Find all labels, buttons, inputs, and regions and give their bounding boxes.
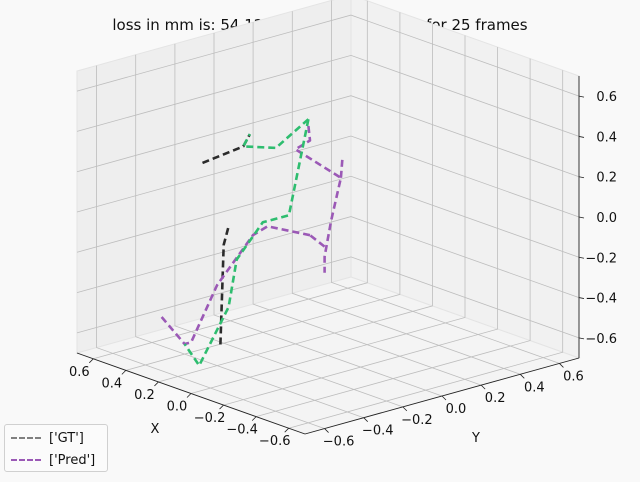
x-tick-label: 0.0 <box>167 400 188 415</box>
series-segment <box>309 234 326 248</box>
y-axis-label: Y <box>471 431 480 446</box>
y-tick-label: 0.2 <box>485 391 506 406</box>
axes-ticks: −0.6−0.4−0.20.00.20.40.6−0.6−0.4−0.20.00… <box>69 76 617 450</box>
x-tick-mark <box>284 427 289 433</box>
series-2 <box>183 118 310 367</box>
grid-line-x <box>223 47 499 406</box>
x-tick-label: −0.4 <box>226 423 258 438</box>
legend-label-gt: ['GT'] <box>49 430 84 446</box>
y-tick-mark <box>441 395 447 401</box>
grid-line-z <box>76 256 580 339</box>
grid-line-z <box>76 135 580 218</box>
series-segment <box>219 226 230 345</box>
y-tick-mark <box>402 406 408 412</box>
x-axis-label: X <box>151 422 160 437</box>
x-tick-mark <box>219 404 224 410</box>
x-tick-label: −0.6 <box>259 434 291 449</box>
series-0 <box>202 133 252 345</box>
x-tick-label: 0.2 <box>134 388 155 403</box>
y-tick-label: 0.0 <box>446 402 467 417</box>
series-segment <box>202 133 252 165</box>
grid-line-x <box>288 70 564 429</box>
x-tick-mark <box>186 393 192 398</box>
series-segment <box>183 118 310 367</box>
z-tick-label: −0.4 <box>585 292 617 307</box>
series-segment <box>294 125 343 273</box>
z-tick-label: 0.2 <box>596 171 617 186</box>
grid-line-y <box>330 0 560 364</box>
z-tick-mark <box>578 297 585 299</box>
grid-line-x <box>255 58 531 417</box>
y-tick-mark <box>363 417 368 422</box>
grid-line-z <box>76 54 580 137</box>
series-segment <box>339 155 344 178</box>
z-tick-mark <box>578 337 585 340</box>
y-tick-label: −0.6 <box>323 435 355 450</box>
y-tick-mark <box>324 428 329 433</box>
x-tick-mark <box>251 416 257 421</box>
y-tick-mark <box>520 374 525 379</box>
z-tick-label: 0.6 <box>596 90 617 105</box>
grid-line-y <box>96 65 325 429</box>
grid-line-x <box>93 0 368 360</box>
legend-label-pred: ['Pred'] <box>49 452 96 468</box>
x-tick-mark <box>154 381 159 387</box>
z-tick-label: −0.6 <box>585 332 617 347</box>
z-tick-mark <box>578 176 585 179</box>
legend-item-gt: ['GT'] <box>11 428 84 448</box>
grid-line-y <box>174 43 404 408</box>
legend-swatch-gt <box>11 437 41 439</box>
legend-item-pred: ['Pred'] <box>11 450 95 470</box>
y-tick-mark <box>480 384 486 390</box>
grid-line-x <box>190 35 466 394</box>
axes-grid <box>76 0 580 429</box>
x-tick-label: 0.4 <box>102 376 123 391</box>
plot-series <box>159 118 344 367</box>
grid-line-z <box>76 95 580 178</box>
y-tick-mark <box>559 363 564 368</box>
x-tick-label: −0.2 <box>194 411 226 426</box>
grid-line-x <box>125 12 401 371</box>
z-tick-mark <box>578 136 585 138</box>
grid-line-z <box>76 175 580 258</box>
grid-line-y <box>291 11 521 375</box>
z-tick-label: −0.2 <box>585 251 617 266</box>
y-tick-label: 0.6 <box>563 369 584 384</box>
x-tick-mark <box>89 358 94 364</box>
grid-line-x <box>158 23 433 383</box>
grid-line-z <box>76 216 580 298</box>
x-tick-mark <box>121 370 127 375</box>
series-segment <box>242 118 310 150</box>
y-tick-label: −0.4 <box>362 424 394 439</box>
z-tick-mark <box>578 216 585 219</box>
grid-line-y <box>213 33 443 397</box>
legend-swatch-pred <box>11 459 41 461</box>
legend: ['GT'] ['Pred'] <box>4 424 108 472</box>
y-tick-label: −0.2 <box>401 413 433 428</box>
z-tick-label: 0.4 <box>596 130 617 145</box>
x-tick-label: 0.6 <box>69 365 90 380</box>
z-tick-mark <box>578 256 585 259</box>
grid-line-y <box>135 54 364 419</box>
y-tick-label: 0.4 <box>524 380 545 395</box>
z-tick-label: 0.0 <box>596 211 617 226</box>
grid-line-y <box>252 22 482 386</box>
grid-line-z <box>76 14 580 97</box>
z-tick-mark <box>578 95 585 98</box>
